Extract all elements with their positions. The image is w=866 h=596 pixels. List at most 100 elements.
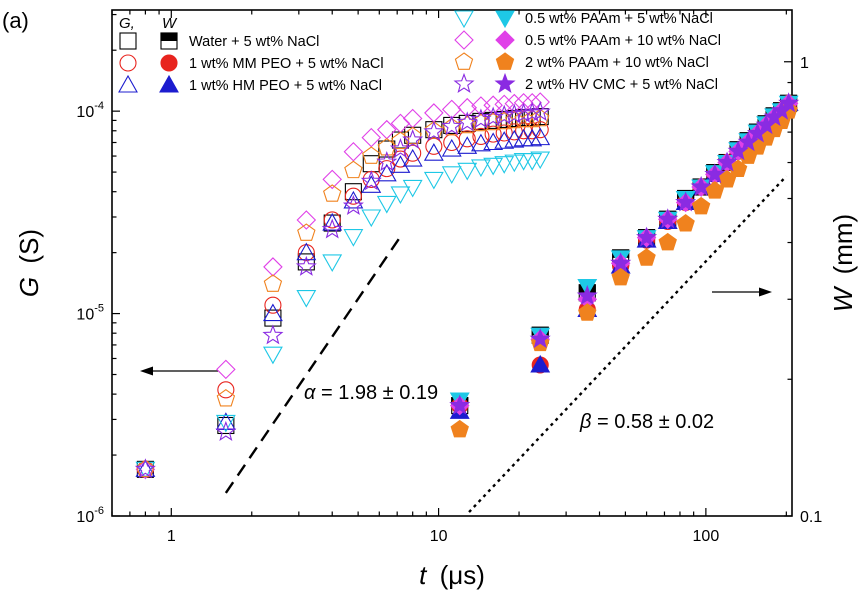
legend-marker-g xyxy=(453,72,475,93)
g-point xyxy=(493,104,515,125)
g-point xyxy=(425,137,443,155)
w-point xyxy=(578,303,597,321)
g-point xyxy=(390,113,411,134)
beta-symbol: β xyxy=(579,411,591,433)
g-point xyxy=(323,211,341,229)
legend-label: 1 wt% HM PEO + 5 wt% NaCl xyxy=(189,78,382,94)
w-point xyxy=(637,248,656,266)
w-point xyxy=(576,284,598,305)
g-point xyxy=(215,412,236,430)
g-point xyxy=(514,109,533,128)
w-point xyxy=(610,252,632,273)
g-point xyxy=(530,151,551,170)
g-point xyxy=(530,127,551,146)
g-point xyxy=(264,309,282,327)
g-point xyxy=(423,143,444,161)
g-point xyxy=(323,184,342,202)
g-point xyxy=(495,111,514,130)
beta-annotation: β = 0.58 ± 0.02 xyxy=(579,411,714,433)
g-point xyxy=(297,223,316,241)
w-point xyxy=(657,208,679,229)
legend-marker-w-fill xyxy=(160,32,178,41)
g-point xyxy=(513,102,535,123)
g-point xyxy=(378,160,396,178)
g-point xyxy=(296,210,317,230)
g-point xyxy=(441,115,463,136)
g-point xyxy=(472,127,490,145)
g-point xyxy=(424,121,444,139)
g-point xyxy=(322,254,343,273)
g-point xyxy=(483,95,503,115)
alpha-annotation: α = 1.98 ± 0.19 xyxy=(304,382,438,404)
panel-label: (a) xyxy=(2,8,29,33)
y-right-axis-symbol: W xyxy=(828,285,858,312)
data-markers xyxy=(134,92,800,480)
y-right-axis-title: W (mm) xyxy=(828,214,858,312)
w-point xyxy=(676,214,695,232)
g-point xyxy=(442,117,461,136)
g-point xyxy=(263,257,283,277)
plot-border xyxy=(111,9,793,517)
legend-marker-g xyxy=(454,10,474,29)
g-point xyxy=(377,119,397,140)
g-point xyxy=(343,229,364,247)
arrow-right-head xyxy=(759,287,772,297)
legend-label: 2 wt% PAAm + 10 wt% NaCl xyxy=(525,55,709,71)
x-axis-title: t (μs) xyxy=(419,560,485,590)
legend-marker-w xyxy=(494,72,516,93)
plot-frame xyxy=(111,9,793,517)
alpha-symbol: α xyxy=(304,382,316,404)
g-point xyxy=(503,103,525,124)
g-point xyxy=(215,420,237,441)
x-axis-unit: (μs) xyxy=(440,560,485,590)
w-point xyxy=(529,328,551,349)
g-point xyxy=(458,130,476,148)
g-point xyxy=(423,171,444,190)
y-left-tick-label: 10-4 xyxy=(76,100,104,121)
legend-header-g: G, xyxy=(119,15,135,32)
g-point xyxy=(522,109,542,128)
w-point xyxy=(675,191,697,212)
g-point xyxy=(402,179,423,198)
y-right-tick-label: 0.1 xyxy=(800,509,822,526)
w-point xyxy=(636,226,658,247)
x-tick-label: 1 xyxy=(167,528,176,545)
g-point xyxy=(456,111,478,132)
g-point xyxy=(134,458,156,479)
w-point xyxy=(658,232,677,251)
g-point xyxy=(483,157,504,176)
g-point xyxy=(513,128,534,147)
x-tick-label: 100 xyxy=(693,528,720,545)
g-point xyxy=(424,103,444,123)
legend-marker-w xyxy=(160,32,178,50)
g-point xyxy=(441,138,462,157)
legend-label: Water + 5 wt% NaCl xyxy=(189,34,319,50)
g-point xyxy=(344,187,362,205)
g-point xyxy=(402,108,423,129)
g-point xyxy=(344,160,363,179)
axis-ticks: 1 10 100 10-6 10-5 10-4 0.1 1 xyxy=(76,10,822,545)
g-point xyxy=(343,190,364,209)
legend-marker-g xyxy=(118,74,138,93)
w-point xyxy=(530,354,551,373)
g-point xyxy=(521,101,543,122)
fit-lines xyxy=(140,175,788,513)
g-point xyxy=(296,242,317,261)
g-point xyxy=(423,120,445,141)
g-point xyxy=(344,183,362,201)
y-left-tick-label: 10-5 xyxy=(76,303,104,324)
arrow-left-head xyxy=(140,366,153,376)
g-point xyxy=(484,125,502,143)
g-point xyxy=(362,146,381,164)
g-point xyxy=(513,153,534,171)
alpha-fit xyxy=(224,235,402,494)
legend-marker-g xyxy=(119,54,137,72)
g-point xyxy=(470,159,491,178)
g-point xyxy=(529,100,551,121)
g-point xyxy=(296,289,317,308)
y-left-axis-title: G (S) xyxy=(14,229,44,297)
legend-marker-g xyxy=(119,32,137,50)
g-point xyxy=(376,151,398,172)
w-point xyxy=(449,394,471,415)
